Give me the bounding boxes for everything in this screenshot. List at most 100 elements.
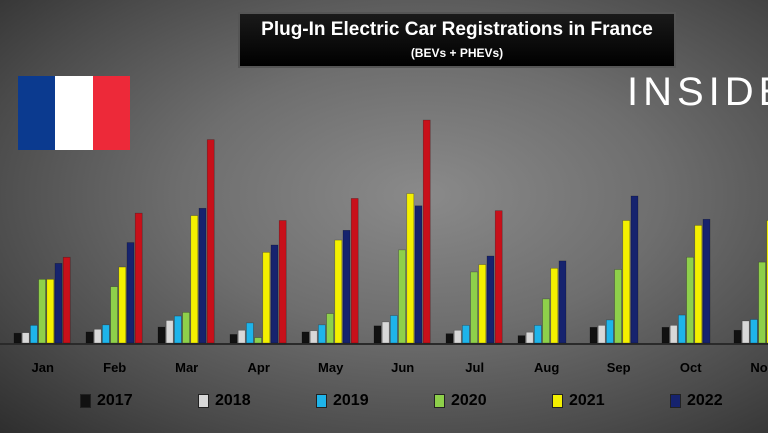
x-tick-label: Apr: [248, 360, 270, 375]
bar-mar-2017: [157, 326, 166, 344]
legend-swatch: [552, 394, 563, 408]
chart-title-box: Plug-In Electric Car Registrations in Fr…: [238, 12, 676, 68]
bar-apr-2019: [246, 322, 254, 344]
bar-jan-2021: [46, 278, 55, 344]
bar-apr-2022: [270, 244, 279, 344]
bar-feb-2019: [102, 324, 110, 344]
bar-feb-2017: [85, 331, 94, 344]
bar-aug-2022: [558, 260, 567, 344]
bar-sep-2017: [589, 327, 598, 344]
bar-apr-2021: [262, 252, 271, 344]
bar-jan-2022: [54, 263, 63, 344]
bar-may-2019: [318, 324, 326, 344]
bar-feb-2021: [118, 266, 127, 344]
bar-jan-2020: [38, 278, 46, 344]
bar-jun-2021: [406, 193, 415, 344]
bar-sep-2019: [606, 319, 614, 344]
bar-may-extra: [350, 198, 359, 344]
bar-jun-2017: [373, 325, 382, 344]
bar-jun-extra: [422, 119, 431, 344]
bar-oct-2021: [694, 225, 703, 344]
bar-jan-2018: [21, 332, 30, 344]
x-tick-label: Oct: [680, 360, 702, 375]
bar-jul-2020: [470, 271, 478, 344]
x-tick-label: Jan: [31, 360, 53, 375]
bar-nov-2021: [766, 220, 768, 344]
bar-jul-2017: [445, 333, 454, 344]
legend-label: 2017: [97, 392, 133, 409]
chart-subtitle: (BEVs + PHEVs): [410, 46, 504, 60]
bar-may-2022: [342, 230, 351, 344]
france-flag: [18, 76, 130, 150]
bar-may-2017: [301, 331, 310, 344]
bar-aug-2018: [525, 331, 534, 344]
bar-may-2018: [309, 330, 318, 344]
bar-mar-2018: [165, 320, 174, 344]
bar-feb-2022: [126, 242, 135, 344]
bar-jun-2018: [381, 321, 390, 344]
bar-apr-2020: [254, 337, 262, 344]
bar-sep-2020: [614, 269, 622, 344]
bar-jul-2019: [462, 325, 470, 344]
bar-jan-2017: [13, 332, 22, 344]
bar-oct-2018: [669, 325, 678, 344]
bar-oct-2020: [686, 256, 694, 344]
bar-apr-2018: [237, 329, 246, 344]
legend-swatch: [670, 394, 681, 408]
bar-mar-2020: [182, 312, 190, 344]
bar-nov-2017: [733, 329, 742, 344]
bar-mar-2021: [190, 215, 199, 344]
legend-label: 2021: [569, 392, 605, 409]
legend-label: 2018: [215, 392, 251, 409]
bar-sep-2018: [597, 325, 606, 344]
bar-oct-2022: [702, 218, 711, 344]
bar-apr-extra: [278, 220, 287, 344]
x-tick-label: Jun: [391, 360, 414, 375]
legend-item-2021: 2021: [552, 392, 605, 410]
bar-nov-2019: [750, 319, 758, 344]
insideevs-logo: INSIDE: [627, 70, 768, 114]
x-tick-label: Sep: [607, 360, 631, 375]
bar-jan-2019: [30, 325, 38, 344]
bar-aug-2017: [517, 335, 526, 344]
bar-oct-2017: [661, 327, 670, 344]
bar-sep-2021: [622, 220, 631, 344]
legend-label: 2019: [333, 392, 369, 409]
bar-feb-2020: [110, 286, 118, 344]
x-axis-line: [0, 343, 768, 345]
bar-nov-2018: [741, 320, 750, 344]
x-tick-label: Aug: [534, 360, 559, 375]
bar-jun-2020: [398, 249, 406, 344]
bar-aug-2019: [534, 325, 542, 344]
bar-jul-2022: [486, 255, 495, 344]
legend: 2017 2018 2019 2020 2021 2022: [80, 392, 768, 414]
bar-sep-2022: [630, 195, 639, 344]
bar-feb-extra: [134, 212, 143, 344]
bar-aug-2021: [550, 267, 559, 344]
bar-jan-extra: [62, 256, 71, 344]
legend-item-2020: 2020: [434, 392, 487, 410]
legend-item-2022: 2022: [670, 392, 723, 410]
bar-apr-2017: [229, 334, 238, 344]
x-tick-label: Nov: [750, 360, 768, 375]
bar-nov-2020: [758, 261, 766, 344]
legend-item-2019: 2019: [316, 392, 369, 410]
x-tick-label: Mar: [175, 360, 198, 375]
x-tick-label: Jul: [465, 360, 484, 375]
bar-feb-2018: [93, 328, 102, 344]
bar-jun-2022: [414, 205, 423, 344]
x-tick-label: Feb: [103, 360, 126, 375]
bar-mar-2019: [174, 315, 182, 344]
bar-may-2021: [334, 239, 343, 344]
legend-swatch: [316, 394, 327, 408]
bar-jun-2019: [390, 315, 398, 344]
bar-jul-2018: [453, 329, 462, 344]
chart-title: Plug-In Electric Car Registrations in Fr…: [261, 19, 653, 40]
legend-swatch: [80, 394, 91, 408]
legend-item-2017: 2017: [80, 392, 133, 410]
bar-oct-2019: [678, 314, 686, 344]
legend-label: 2020: [451, 392, 487, 409]
bar-aug-2020: [542, 298, 550, 344]
